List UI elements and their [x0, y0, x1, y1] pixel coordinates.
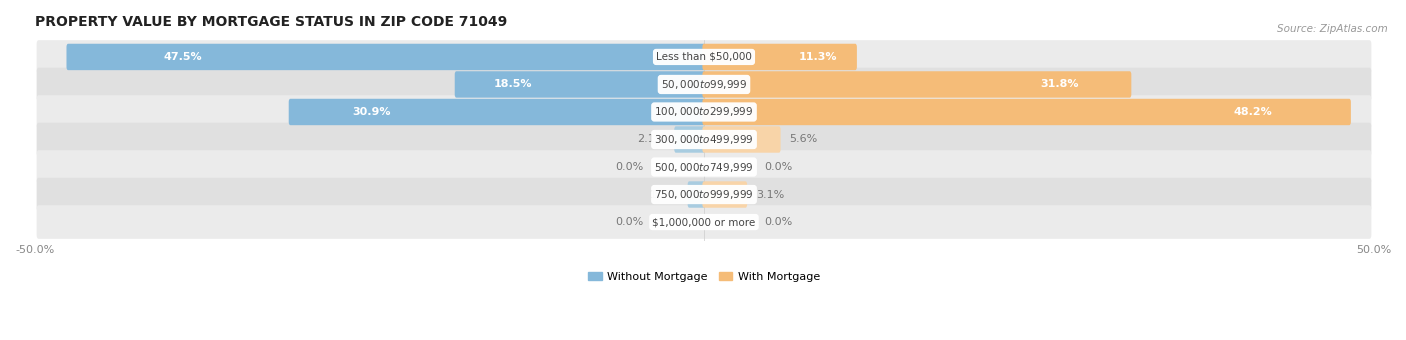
FancyBboxPatch shape [288, 99, 706, 125]
FancyBboxPatch shape [37, 205, 1371, 239]
FancyBboxPatch shape [37, 150, 1371, 184]
FancyBboxPatch shape [703, 181, 747, 208]
FancyBboxPatch shape [37, 95, 1371, 129]
Text: $750,000 to $999,999: $750,000 to $999,999 [654, 188, 754, 201]
FancyBboxPatch shape [37, 40, 1371, 74]
Legend: Without Mortgage, With Mortgage: Without Mortgage, With Mortgage [583, 267, 824, 286]
FancyBboxPatch shape [37, 178, 1371, 211]
Text: 47.5%: 47.5% [163, 52, 202, 62]
Text: Less than $50,000: Less than $50,000 [657, 52, 752, 62]
Text: $1,000,000 or more: $1,000,000 or more [652, 217, 755, 227]
FancyBboxPatch shape [675, 126, 706, 153]
Text: 11.3%: 11.3% [799, 52, 837, 62]
FancyBboxPatch shape [454, 71, 706, 98]
Text: $100,000 to $299,999: $100,000 to $299,999 [654, 105, 754, 118]
Text: Source: ZipAtlas.com: Source: ZipAtlas.com [1277, 24, 1388, 34]
Text: 2.1%: 2.1% [637, 135, 665, 144]
FancyBboxPatch shape [703, 99, 1351, 125]
FancyBboxPatch shape [37, 123, 1371, 156]
Text: $300,000 to $499,999: $300,000 to $499,999 [654, 133, 754, 146]
Text: 0.0%: 0.0% [616, 217, 644, 227]
Text: 0.0%: 0.0% [616, 162, 644, 172]
Text: 1.1%: 1.1% [651, 189, 679, 200]
Text: 31.8%: 31.8% [1040, 80, 1078, 89]
Text: PROPERTY VALUE BY MORTGAGE STATUS IN ZIP CODE 71049: PROPERTY VALUE BY MORTGAGE STATUS IN ZIP… [35, 15, 508, 29]
FancyBboxPatch shape [703, 44, 856, 70]
Text: 0.0%: 0.0% [765, 217, 793, 227]
FancyBboxPatch shape [37, 68, 1371, 101]
Text: 48.2%: 48.2% [1233, 107, 1272, 117]
Text: 30.9%: 30.9% [353, 107, 391, 117]
Text: 0.0%: 0.0% [765, 162, 793, 172]
Text: $500,000 to $749,999: $500,000 to $749,999 [654, 160, 754, 173]
Text: 3.1%: 3.1% [756, 189, 785, 200]
FancyBboxPatch shape [688, 181, 706, 208]
FancyBboxPatch shape [703, 126, 780, 153]
FancyBboxPatch shape [703, 71, 1132, 98]
FancyBboxPatch shape [66, 44, 706, 70]
Text: $50,000 to $99,999: $50,000 to $99,999 [661, 78, 747, 91]
Text: 5.6%: 5.6% [790, 135, 818, 144]
Text: 18.5%: 18.5% [494, 80, 531, 89]
